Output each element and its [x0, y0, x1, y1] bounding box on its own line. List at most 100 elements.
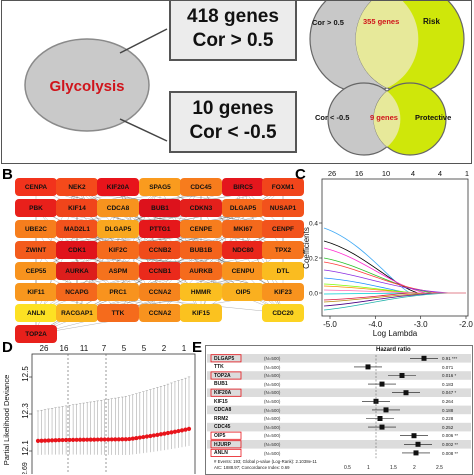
forest-estimate-marker — [411, 433, 417, 439]
forest-p-value: 0.91 *** — [442, 356, 458, 361]
forest-x-tick-label: 0.5 — [344, 465, 351, 471]
network-node: CCNB1 — [139, 262, 181, 280]
cv-y-tick-label: 12.5 — [21, 366, 30, 382]
forest-estimate-marker — [379, 424, 385, 430]
network-node: MAD2L1 — [56, 220, 98, 238]
cv-mean-point — [92, 437, 97, 442]
cv-mean-point — [74, 437, 79, 442]
cv-mean-point — [56, 438, 62, 443]
network-node: AURKB — [180, 262, 222, 280]
forest-p-value: 0.006 ** — [442, 433, 459, 439]
network-node: ANLN — [15, 304, 57, 322]
cv-mean-point — [102, 437, 107, 442]
forest-gene-label: DLGAP5 — [214, 355, 235, 362]
forest-p-value: 0.008 ** — [442, 450, 459, 456]
forest-n-label: (N=500) — [264, 399, 281, 404]
cv-top-tick-label: 5 — [122, 344, 127, 353]
network-node: CEP55 — [15, 262, 57, 280]
gene-box-positive: 418 genes Cor > 0.5 — [169, 0, 297, 61]
venn-bottom-left-label: Cor < -0.5 — [315, 113, 350, 122]
network-node: MKI67 — [222, 220, 264, 238]
network-node: BIRC5 — [222, 178, 264, 196]
network-node: NDC80 — [222, 241, 264, 259]
lasso-x-label: Log Lambda — [373, 329, 418, 338]
forest-row-band — [207, 354, 471, 363]
forest-x-tick-label: 1 — [367, 465, 370, 471]
lasso-y-tick-label: 0.0 — [309, 291, 318, 298]
lasso-coefficient-path — [323, 292, 466, 301]
cv-mean-point — [176, 428, 181, 434]
forest-gene-highlight — [210, 354, 242, 363]
gene-box-negative: 10 genes Cor < -0.5 — [169, 91, 297, 153]
gene-box-negative-cor: Cor < -0.5 — [189, 122, 277, 143]
network-node: KIF15 — [180, 304, 222, 322]
forest-estimate-marker — [365, 364, 371, 370]
connector-top — [119, 28, 168, 54]
lasso-coefficient-path — [323, 227, 466, 294]
venn-top-overlap — [355, 1, 419, 88]
forest-n-label: (N=500) — [264, 356, 281, 361]
lasso-top-tick-label: 4 — [411, 169, 415, 178]
cv-mean-point — [151, 433, 156, 438]
network-edge — [200, 249, 284, 314]
cv-mean-point — [63, 437, 69, 443]
forest-estimate-marker — [415, 441, 421, 447]
network-node: BUB1 — [139, 199, 181, 217]
forest-x-tick-label: 2 — [413, 465, 416, 471]
forest-x-tick-label: 2.5 — [436, 465, 443, 471]
network-node: CDCA8 — [97, 199, 139, 217]
cv-mean-point — [155, 432, 160, 437]
network-node: PRC1 — [97, 283, 139, 301]
forest-row-band — [207, 371, 471, 380]
cv-mean-point — [106, 437, 111, 442]
panel-e-letter: E — [192, 339, 203, 356]
network-node: CDC45 — [180, 178, 222, 196]
forest-row-band — [207, 422, 471, 432]
lasso-y-label: Coefficients — [302, 227, 311, 269]
network-node: NEK2 — [56, 178, 98, 196]
forest-n-label: (N=500) — [264, 433, 281, 439]
forest-n-label: (N=500) — [264, 381, 281, 387]
cv-y-tick-label: 12.3 — [21, 403, 30, 419]
cv-mean-point — [53, 438, 58, 443]
lasso-top-tick-label: 1 — [465, 169, 469, 178]
network-node: CCNA2 — [139, 283, 181, 301]
network-edge — [200, 186, 244, 251]
cv-mean-point — [123, 437, 128, 442]
forest-n-label: (N=500) — [264, 390, 281, 396]
lasso-top-tick-label: 26 — [328, 169, 336, 178]
forest-n-label: (N=500) — [264, 442, 281, 447]
forest-p-value: 0.188 — [442, 407, 454, 413]
network-edge — [76, 249, 202, 314]
gene-box-negative-count: 10 genes — [192, 98, 274, 119]
cv-frame — [31, 353, 196, 474]
lasso-x-tick-label: -5.0 — [323, 320, 337, 329]
network-node: DLGAP5 — [97, 220, 139, 238]
network-node: CDC20 — [262, 304, 304, 322]
glycolysis-label: Glycolysis — [49, 78, 125, 95]
forest-gene-label: TTK — [214, 364, 224, 371]
forest-gene-label: OIP5 — [214, 432, 226, 439]
network-node: CENPA — [15, 178, 57, 196]
cv-mean-point — [39, 438, 44, 443]
network-node: KIF2C — [97, 241, 139, 259]
network-node: PBK — [15, 199, 57, 217]
forest-row-band — [207, 388, 471, 397]
cv-mean-point — [130, 436, 135, 441]
forest-n-label: (N=500) — [264, 450, 281, 456]
glycolysis-ellipse — [24, 38, 150, 132]
cv-mean-point — [42, 438, 48, 443]
forest-p-value: 0.071 — [442, 364, 454, 370]
forest-estimate-marker — [403, 390, 409, 396]
gene-box-positive-cor: Cor > 0.5 — [192, 30, 274, 51]
forest-p-value: 0.228 — [442, 416, 454, 422]
network-node: DTL — [262, 262, 304, 280]
forest-gene-label: RRM2 — [214, 415, 229, 422]
network-node: ASPM — [97, 262, 139, 280]
forest-gene-label: CDC45 — [214, 424, 231, 431]
network-node: CDK1 — [56, 241, 98, 259]
network-edge — [117, 249, 284, 314]
lasso-y-tick-label: 0.4 — [309, 221, 318, 228]
forest-n-label: (N=500) — [264, 424, 281, 430]
network-edge — [35, 186, 284, 251]
